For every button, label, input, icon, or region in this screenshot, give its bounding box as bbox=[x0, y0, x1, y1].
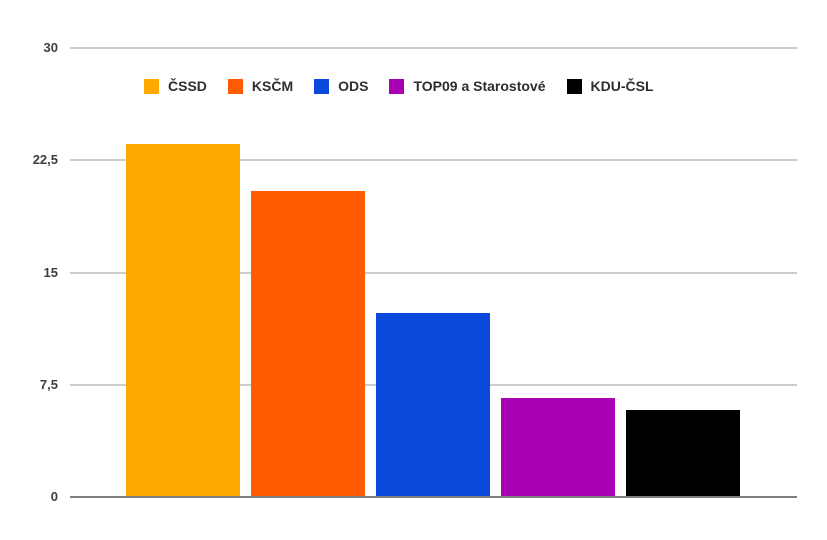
legend-swatch-ssd bbox=[144, 78, 159, 94]
legend-item-ssd: ČSSD bbox=[144, 78, 207, 94]
legend-swatch-kdu-sl bbox=[566, 78, 582, 94]
bar-ods bbox=[376, 313, 490, 497]
legend-item-kdu-sl: KDU-ČSL bbox=[566, 78, 654, 94]
bar-ks-m bbox=[251, 191, 365, 497]
y-tick-label-7-5: 7,5 bbox=[39, 376, 58, 392]
legend-label-ks-m: KSČM bbox=[251, 78, 294, 94]
chart-legend: ČSSD KSČM ODS TOP09 a Starostové KDU-ČSL bbox=[144, 78, 654, 94]
legend-label-kdu-sl: KDU-ČSL bbox=[590, 78, 654, 94]
legend-item-ks-m: KSČM bbox=[227, 78, 294, 94]
legend-label-ods: ODS bbox=[338, 78, 369, 94]
x-axis-baseline bbox=[70, 496, 797, 498]
legend-swatch-ods bbox=[314, 78, 330, 94]
bar-ssd bbox=[126, 144, 240, 497]
legend-swatch-ks-m bbox=[227, 78, 243, 94]
bar-kdu-sl bbox=[626, 409, 740, 497]
legend-label-top09-a-starostov: TOP09 a Starostové bbox=[413, 78, 546, 94]
gridline-30 bbox=[70, 47, 797, 49]
y-tick-label-22-5: 22,5 bbox=[32, 152, 58, 168]
y-tick-label-0: 0 bbox=[50, 489, 58, 504]
legend-swatch-top09-a-starostov bbox=[389, 78, 405, 94]
y-tick-label-15: 15 bbox=[43, 264, 58, 280]
legend-item-ods: ODS bbox=[314, 78, 368, 94]
y-tick-label-30: 30 bbox=[43, 40, 58, 55]
bar-top09-a-starostov bbox=[501, 397, 615, 497]
gridline-15 bbox=[70, 271, 797, 274]
gridline-22-5 bbox=[70, 159, 797, 162]
legend-item-top09-a-starostov: TOP09 a Starostové bbox=[389, 78, 546, 94]
legend-label-ssd: ČSSD bbox=[168, 78, 207, 94]
